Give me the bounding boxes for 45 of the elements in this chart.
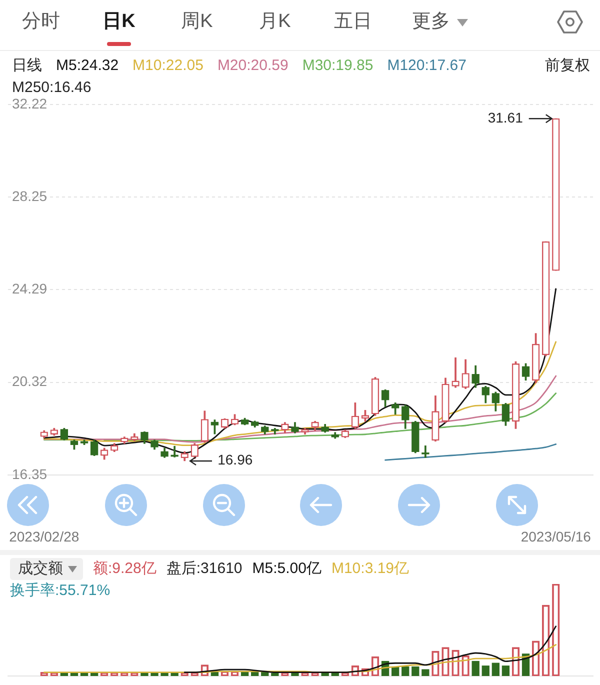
y-tick-label: 32.22: [12, 95, 48, 112]
text: 周K: [181, 10, 213, 34]
x-tick-label: 2023/05/16: [520, 528, 592, 544]
bar: [251, 672, 259, 676]
y-tick-label: 16.35: [12, 466, 48, 482]
bar: [261, 672, 269, 676]
annotation: 31.61: [488, 110, 524, 126]
text: M10:22.05: [132, 56, 204, 76]
text: 日K: [102, 10, 136, 34]
text: 额:9.28亿: [93, 559, 156, 579]
bar: [412, 666, 420, 676]
text: M10:3.19亿: [331, 559, 410, 579]
text: M120:17.67: [387, 56, 466, 76]
bar: [472, 660, 480, 676]
text: 盘后:31610: [166, 559, 242, 579]
bar: [331, 672, 339, 676]
line-series: [384, 443, 557, 461]
text: M250:16.46: [12, 78, 92, 98]
text: 前复权: [545, 56, 590, 76]
text: 五日: [334, 10, 372, 34]
annotation: 16.96: [218, 452, 253, 468]
bar: [170, 672, 178, 676]
bar: [271, 672, 279, 676]
text: 分时: [22, 10, 60, 34]
text: M5:5.00亿: [252, 559, 322, 579]
bar: [80, 672, 88, 676]
text: M30:19.85: [302, 56, 374, 76]
bar: [422, 669, 430, 676]
bar: [240, 672, 249, 676]
legend-title: 日线: [12, 56, 42, 76]
y-tick-label: 28.25: [12, 188, 48, 204]
text: M20:20.59: [217, 56, 288, 76]
text: 月K: [259, 10, 291, 34]
bar: [492, 662, 500, 676]
bar: [482, 666, 490, 676]
y-tick-label: 24.29: [12, 280, 48, 296]
candlestick: [422, 445, 430, 458]
text: M5:24.32: [56, 56, 119, 76]
text: 更多: [412, 10, 450, 34]
bar: [502, 666, 510, 676]
x-tick-label: 2023/02/28: [9, 528, 80, 544]
annotation: 换手率:55.71%: [10, 581, 110, 601]
chart-title: 成交额: [18, 560, 63, 577]
bar: [402, 666, 410, 676]
y-tick-label: 20.32: [12, 373, 48, 390]
